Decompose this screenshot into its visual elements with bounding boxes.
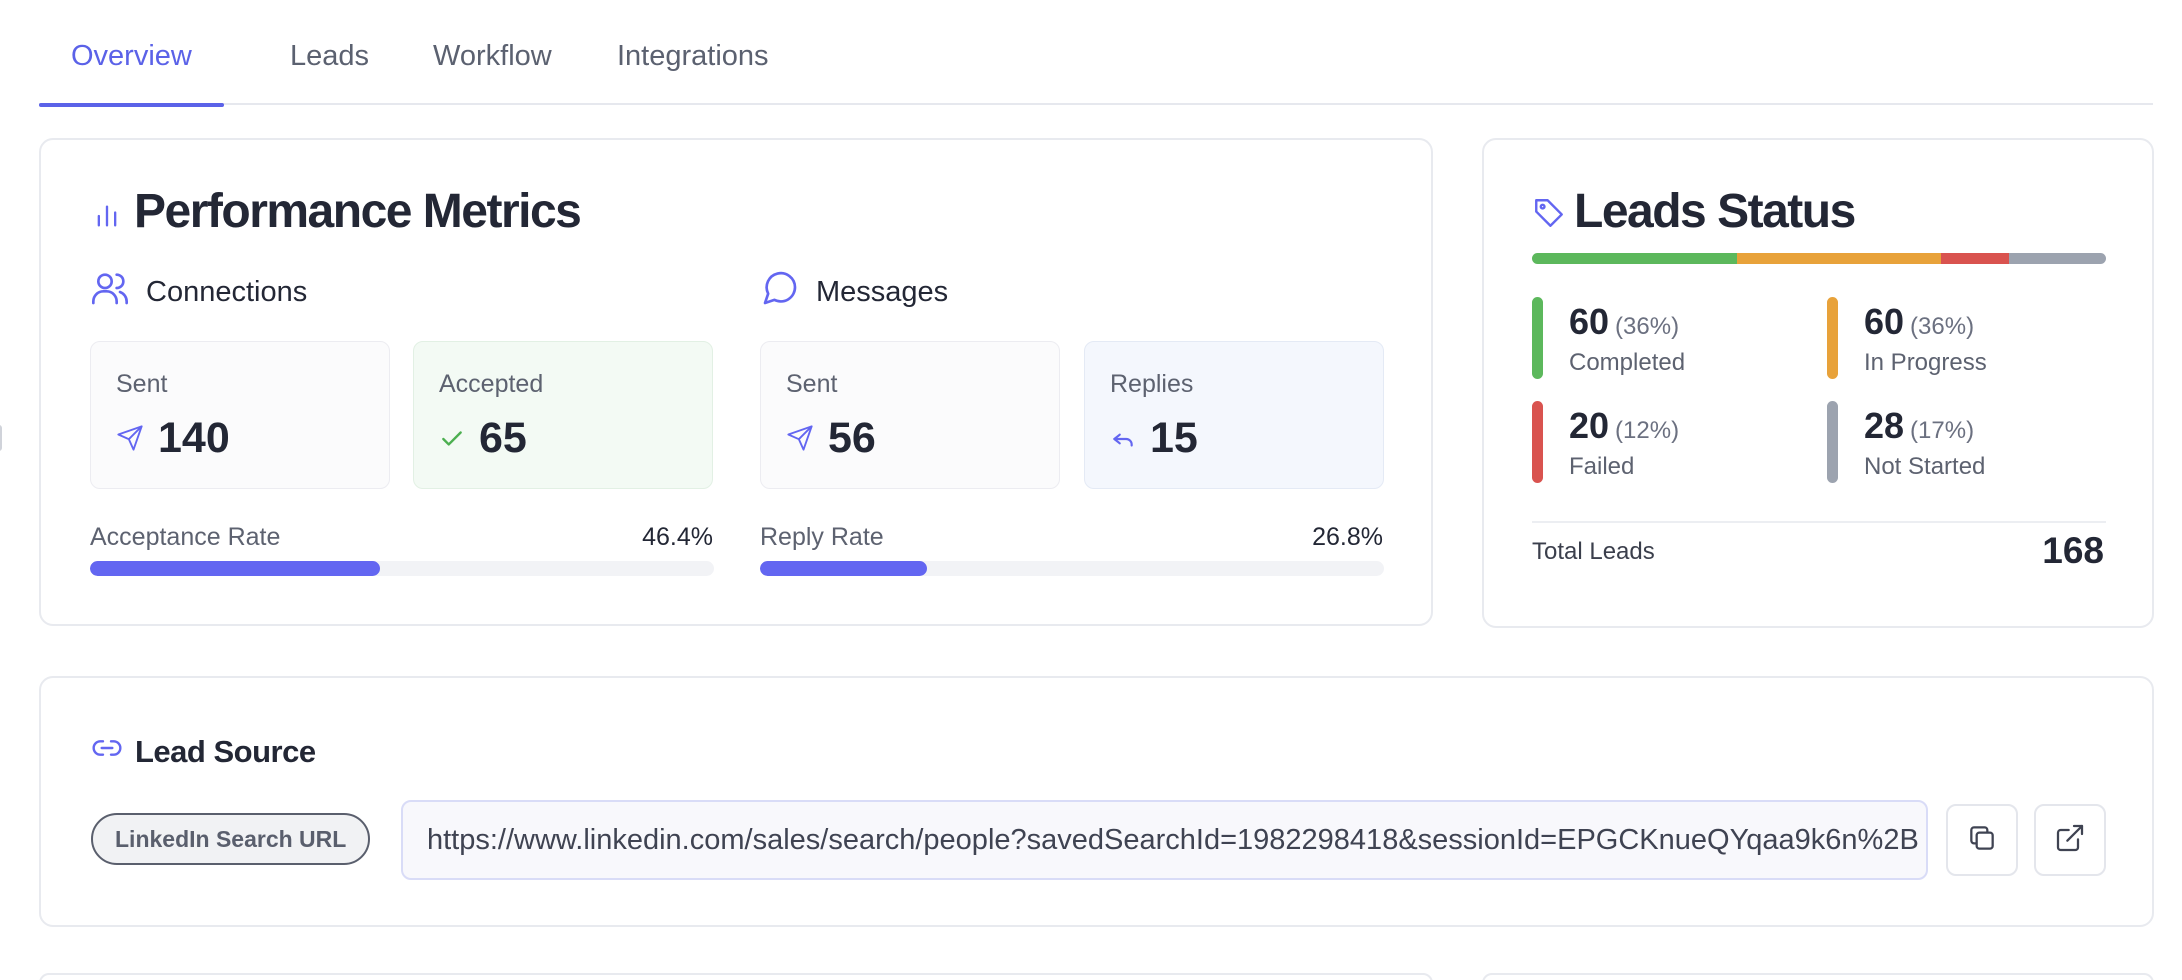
next-card-right: [1482, 973, 2154, 980]
messages-sent-stat: Sent 56: [760, 341, 1060, 489]
stat-label: Sent: [116, 370, 168, 398]
lead-source-header: Lead Source: [91, 732, 316, 772]
leads-status-card: Leads Status 60 (36%) Completed 60 (36%) I…: [1482, 138, 2154, 628]
tab-overview[interactable]: Overview: [39, 36, 224, 107]
status-failed: 20 (12%) Failed: [1532, 401, 1792, 483]
link-icon: [91, 732, 123, 772]
send-icon: [786, 414, 814, 463]
status-not-started: 28 (17%) Not Started: [1827, 401, 2087, 483]
tab-leads[interactable]: Leads: [290, 40, 370, 72]
status-label: Not Started: [1864, 453, 1986, 480]
reply-rate-value: 26.8%: [1312, 523, 1383, 551]
connections-header: Connections: [90, 268, 307, 316]
status-bar-segment: [2009, 253, 2106, 264]
reply-icon: [1110, 414, 1136, 463]
acceptance-rate-fill: [90, 561, 380, 576]
stat-value: 140: [116, 414, 230, 463]
stat-value: 65: [439, 414, 527, 463]
tab-integrations[interactable]: Integrations: [617, 40, 769, 72]
stat-value: 15: [1110, 414, 1198, 463]
copy-url-button[interactable]: [1946, 804, 2018, 876]
status-count: 60 (36%): [1864, 301, 1975, 342]
performance-metrics-card: Performance Metrics Connections Sent 140…: [39, 138, 1433, 626]
status-bar-segment: [1736, 253, 1942, 264]
connections-sent-value: 140: [158, 414, 230, 462]
stat-label: Accepted: [439, 370, 544, 398]
messages-sent-value: 56: [828, 414, 876, 462]
copy-icon: [1966, 822, 1998, 859]
status-pill: [1532, 297, 1543, 379]
leads-status-title: Leads Status: [1574, 185, 1856, 238]
connections-accepted-value: 65: [479, 414, 527, 462]
connections-accepted-stat: Accepted 65: [413, 341, 713, 489]
tab-bar: Overview Leads Workflow Integrations: [39, 0, 2153, 107]
open-url-button[interactable]: [2034, 804, 2106, 876]
lead-source-card: Lead Source LinkedIn Search URL https://…: [39, 676, 2154, 927]
status-completed: 60 (36%) Completed: [1532, 297, 1792, 379]
status-in-progress: 60 (36%) In Progress: [1827, 297, 2087, 379]
status-count: 20 (12%): [1569, 405, 1680, 446]
reply-rate-fill: [760, 561, 928, 576]
reply-rate-label: Reply Rate: [760, 523, 884, 551]
acceptance-rate-value: 46.4%: [642, 523, 713, 551]
messages-label: Messages: [816, 275, 949, 308]
acceptance-rate-bar: [90, 561, 714, 576]
tag-icon: [1532, 196, 1566, 235]
status-bar-segment: [1532, 253, 1737, 264]
performance-title: Performance Metrics: [134, 185, 582, 238]
check-icon: [439, 414, 465, 463]
edge-handle: [0, 425, 2, 451]
messages-header: Messages: [760, 268, 948, 316]
total-leads-label: Total Leads: [1532, 538, 1655, 565]
next-card-left: [39, 973, 1433, 980]
source-url-field[interactable]: https://www.linkedin.com/sales/search/pe…: [401, 800, 1928, 880]
status-pill: [1827, 401, 1838, 483]
status-label: Completed: [1569, 349, 1686, 376]
stat-value: 56: [786, 414, 876, 463]
divider: [1532, 521, 2106, 523]
stat-label: Sent: [786, 370, 838, 398]
connections-sent-stat: Sent 140: [90, 341, 390, 489]
external-link-icon: [2054, 822, 2086, 859]
status-bar-segment: [1941, 253, 2010, 264]
send-icon: [116, 414, 144, 463]
source-type-badge: LinkedIn Search URL: [91, 813, 371, 865]
status-pill: [1532, 401, 1543, 483]
tab-workflow[interactable]: Workflow: [433, 40, 552, 72]
status-count: 60 (36%): [1569, 301, 1680, 342]
messages-replies-stat: Replies 15: [1084, 341, 1384, 489]
acceptance-rate-label: Acceptance Rate: [90, 523, 281, 551]
status-label: In Progress: [1864, 349, 1987, 376]
status-label: Failed: [1569, 453, 1635, 480]
connections-label: Connections: [146, 275, 308, 308]
status-count: 28 (17%): [1864, 405, 1975, 446]
users-icon: [90, 268, 130, 316]
messages-replies-value: 15: [1150, 414, 1198, 462]
reply-rate-bar: [760, 561, 1384, 576]
leads-status-bar: [1532, 253, 2106, 264]
total-leads-value: 168: [2042, 530, 2104, 571]
stat-label: Replies: [1110, 370, 1194, 398]
status-pill: [1827, 297, 1838, 379]
lead-source-title: Lead Source: [135, 734, 316, 769]
bar-chart-icon: [93, 202, 121, 235]
message-circle-icon: [760, 268, 800, 316]
